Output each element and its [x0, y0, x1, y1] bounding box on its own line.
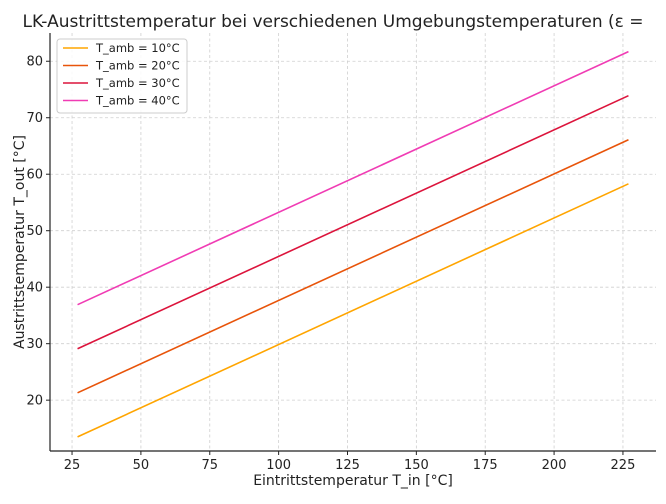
axes [49, 33, 656, 452]
x-tick-label: 100 [266, 458, 291, 473]
series-lines [77, 50, 629, 438]
x-tick-label: 200 [542, 458, 567, 473]
legend: T_amb = 10°C T_amb = 20°C T_amb = 30°C T_am… [56, 38, 188, 114]
y-tick-label: 40 [26, 281, 43, 296]
y-axis-label: Austrittstemperatur T_out [°C] [12, 135, 28, 349]
legend-label: T_amb = 10°C [95, 41, 180, 55]
series-line [77, 50, 629, 306]
y-tick-label: 50 [26, 224, 43, 239]
legend-label: T_amb = 40°C [95, 94, 180, 108]
y-ticks: 20 30 40 50 60 70 80 [26, 55, 50, 409]
legend-box [56, 38, 188, 114]
x-ticks: 25 50 75 100 125 150 175 200 225 [64, 451, 636, 473]
chart-title: LK-Austrittstemperatur bei verschiedenen… [22, 12, 643, 32]
y-tick-label: 60 [26, 168, 43, 183]
x-tick-label: 50 [133, 458, 150, 473]
x-axis-label: Eintrittstemperatur T_in [°C] [253, 473, 453, 489]
x-tick-label: 225 [611, 458, 636, 473]
x-tick-label: 25 [64, 458, 81, 473]
series-line [77, 139, 629, 394]
x-tick-label: 150 [404, 458, 429, 473]
series-line [77, 183, 629, 438]
legend-label: T_amb = 30°C [95, 76, 180, 90]
x-tick-label: 175 [473, 458, 498, 473]
y-tick-label: 80 [26, 55, 43, 70]
y-tick-label: 20 [26, 394, 43, 409]
y-tick-label: 70 [26, 111, 43, 126]
legend-label: T_amb = 20°C [95, 59, 180, 73]
x-tick-label: 125 [335, 458, 360, 473]
x-tick-label: 75 [201, 458, 218, 473]
y-tick-label: 30 [26, 337, 43, 352]
series-line [77, 94, 629, 350]
